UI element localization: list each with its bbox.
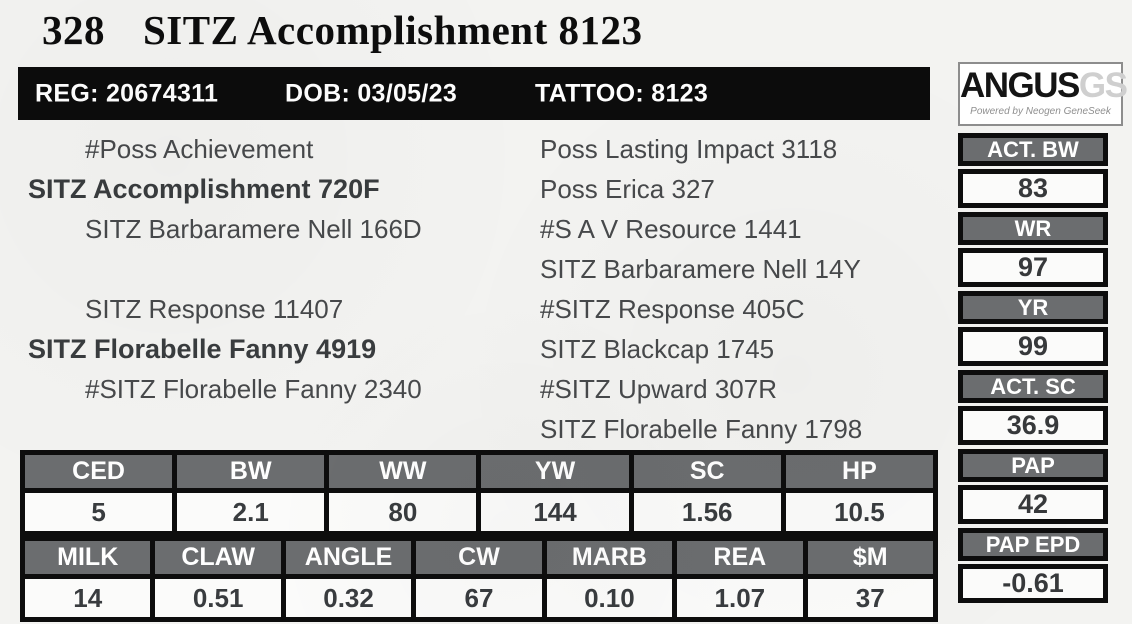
stat-box-pap-epd: PAP EPD -0.61 bbox=[958, 528, 1108, 603]
epd-secondary-header-row: MILK CLAW ANGLE CW MARB REA $M bbox=[19, 536, 939, 579]
stat-label: ACT. SC bbox=[958, 370, 1108, 403]
pedigree-paternal-grandsire: #Poss Achievement bbox=[85, 134, 314, 164]
stat-box-pap: PAP 42 bbox=[958, 449, 1108, 524]
epd-value-cell: 37 bbox=[802, 574, 939, 622]
epd-header-cell: BW bbox=[172, 450, 330, 493]
pedigree-maternal-grandsire: SITZ Response 11407 bbox=[85, 294, 344, 324]
epd-value-cell: 0.10 bbox=[541, 574, 678, 622]
pedigree-dam: SITZ Florabelle Fanny 4919 bbox=[28, 334, 377, 364]
epd-value-cell: 144 bbox=[476, 488, 634, 536]
epd-header-cell: CW bbox=[411, 536, 547, 579]
pedigree-left-column: #Poss Achievement SITZ Accomplishment 72… bbox=[28, 129, 533, 449]
pedigree-ancestor: SITZ Blackcap 1745 bbox=[540, 334, 775, 364]
epd-secondary-value-row: 14 0.51 0.32 67 0.10 1.07 37 bbox=[19, 574, 939, 622]
epd-value-cell: 0.51 bbox=[150, 574, 286, 622]
epd-header-cell: MARB bbox=[541, 536, 678, 579]
epd-header-cell: MILK bbox=[19, 536, 156, 579]
epd-header-cell: YW bbox=[476, 450, 634, 493]
stat-box-yr: YR 99 bbox=[958, 291, 1108, 366]
pedigree-ancestor: #SITZ Response 405C bbox=[540, 294, 805, 324]
stat-label: PAP EPD bbox=[958, 528, 1108, 561]
stat-value: 42 bbox=[958, 485, 1108, 524]
page-title: 328 SITZ Accomplishment 8123 bbox=[42, 6, 643, 54]
epd-header-cell: SC bbox=[628, 450, 786, 493]
epd-value-cell: 5 bbox=[19, 488, 178, 536]
pedigree-ancestor: SITZ Florabelle Fanny 1798 bbox=[540, 414, 863, 444]
epd-value-cell: 1.56 bbox=[628, 488, 786, 536]
logo-brand-gs: GS bbox=[1078, 66, 1128, 105]
logo-tagline: Powered by Neogen GeneSeek bbox=[970, 106, 1111, 117]
lot-number: 328 bbox=[42, 7, 105, 53]
pedigree-ancestor: #SITZ Upward 307R bbox=[540, 374, 777, 404]
epd-header-cell: HP bbox=[780, 450, 939, 493]
registration-bar: REG: 20674311 DOB: 03/05/23 TATTOO: 8123 bbox=[18, 67, 930, 120]
epd-header-cell: WW bbox=[324, 450, 482, 493]
epd-value-cell: 14 bbox=[19, 574, 156, 622]
stat-label: ACT. BW bbox=[958, 133, 1108, 166]
pedigree-spacer bbox=[28, 249, 533, 289]
pedigree-right-column: Poss Lasting Impact 3118 Poss Erica 327 … bbox=[540, 129, 955, 449]
angus-gs-logo: ANGUSGS Powered by Neogen GeneSeek bbox=[958, 62, 1128, 126]
stat-label: YR bbox=[958, 291, 1108, 324]
epd-header-cell: CLAW bbox=[150, 536, 286, 579]
stat-label: WR bbox=[958, 212, 1108, 245]
pedigree-ancestor: SITZ Barbaramere Nell 14Y bbox=[540, 254, 861, 284]
pedigree-spacer bbox=[28, 409, 533, 449]
stats-sidebar: ACT. BW 83 WR 97 YR 99 ACT. SC 36.9 PAP … bbox=[958, 133, 1108, 607]
epd-table-primary: CED BW WW YW SC HP 5 2.1 80 144 1.56 10.… bbox=[19, 450, 939, 536]
stat-value: 83 bbox=[958, 169, 1108, 208]
epd-value-cell: 0.32 bbox=[280, 574, 417, 622]
pedigree-maternal-granddam: #SITZ Florabelle Fanny 2340 bbox=[85, 374, 422, 404]
birth-date: DOB: 03/05/23 bbox=[285, 79, 458, 107]
logo-brand-angus: ANGUS bbox=[960, 66, 1080, 105]
pedigree-ancestor: #S A V Resource 1441 bbox=[540, 214, 802, 244]
epd-header-cell: CED bbox=[19, 450, 178, 493]
epd-header-cell: REA bbox=[672, 536, 808, 579]
epd-primary-header-row: CED BW WW YW SC HP bbox=[19, 450, 939, 493]
epd-value-cell: 80 bbox=[324, 488, 482, 536]
logo-brand-text: ANGUSGS bbox=[960, 66, 1128, 105]
animal-name: SITZ Accomplishment 8123 bbox=[143, 7, 643, 53]
stat-label: PAP bbox=[958, 449, 1108, 482]
stat-box-act-sc: ACT. SC 36.9 bbox=[958, 370, 1108, 445]
epd-header-cell: $M bbox=[802, 536, 939, 579]
epd-table-secondary: MILK CLAW ANGLE CW MARB REA $M 14 0.51 0… bbox=[19, 536, 939, 622]
stat-value: 97 bbox=[958, 248, 1108, 287]
stat-value: 36.9 bbox=[958, 406, 1108, 445]
epd-value-cell: 10.5 bbox=[780, 488, 939, 536]
pedigree-sire: SITZ Accomplishment 720F bbox=[28, 174, 380, 204]
reg-number: REG: 20674311 bbox=[35, 79, 219, 107]
epd-value-cell: 1.07 bbox=[672, 574, 808, 622]
pedigree-ancestor: Poss Lasting Impact 3118 bbox=[540, 134, 838, 164]
epd-value-cell: 67 bbox=[411, 574, 547, 622]
pedigree-paternal-granddam: SITZ Barbaramere Nell 166D bbox=[85, 214, 422, 244]
stat-box-wr: WR 97 bbox=[958, 212, 1108, 287]
pedigree-ancestor: Poss Erica 327 bbox=[540, 174, 715, 204]
stat-box-act-bw: ACT. BW 83 bbox=[958, 133, 1108, 208]
stat-value: -0.61 bbox=[958, 564, 1108, 603]
epd-header-cell: ANGLE bbox=[280, 536, 417, 579]
epd-primary-value-row: 5 2.1 80 144 1.56 10.5 bbox=[19, 488, 939, 536]
tattoo-number: TATTOO: 8123 bbox=[535, 79, 709, 107]
stat-value: 99 bbox=[958, 327, 1108, 366]
epd-value-cell: 2.1 bbox=[172, 488, 330, 536]
